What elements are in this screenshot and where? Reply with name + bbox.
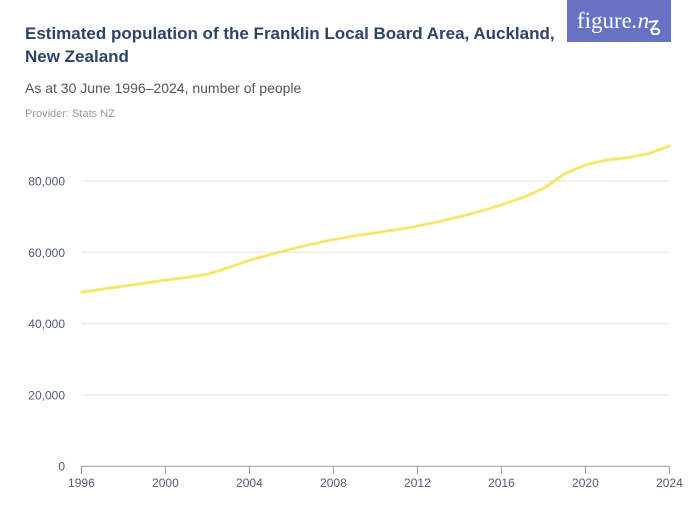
svg-text:2000: 2000 xyxy=(152,476,179,490)
svg-text:20,000: 20,000 xyxy=(28,388,65,402)
svg-text:0: 0 xyxy=(58,460,65,474)
svg-text:80,000: 80,000 xyxy=(28,175,65,189)
svg-text:1996: 1996 xyxy=(68,476,95,490)
svg-text:2012: 2012 xyxy=(404,476,431,490)
svg-text:40,000: 40,000 xyxy=(28,317,65,331)
svg-text:2024: 2024 xyxy=(656,476,683,490)
svg-text:2008: 2008 xyxy=(320,476,347,490)
svg-text:60,000: 60,000 xyxy=(28,246,65,260)
svg-text:2004: 2004 xyxy=(236,476,263,490)
svg-text:2016: 2016 xyxy=(488,476,515,490)
svg-text:2020: 2020 xyxy=(572,476,599,490)
